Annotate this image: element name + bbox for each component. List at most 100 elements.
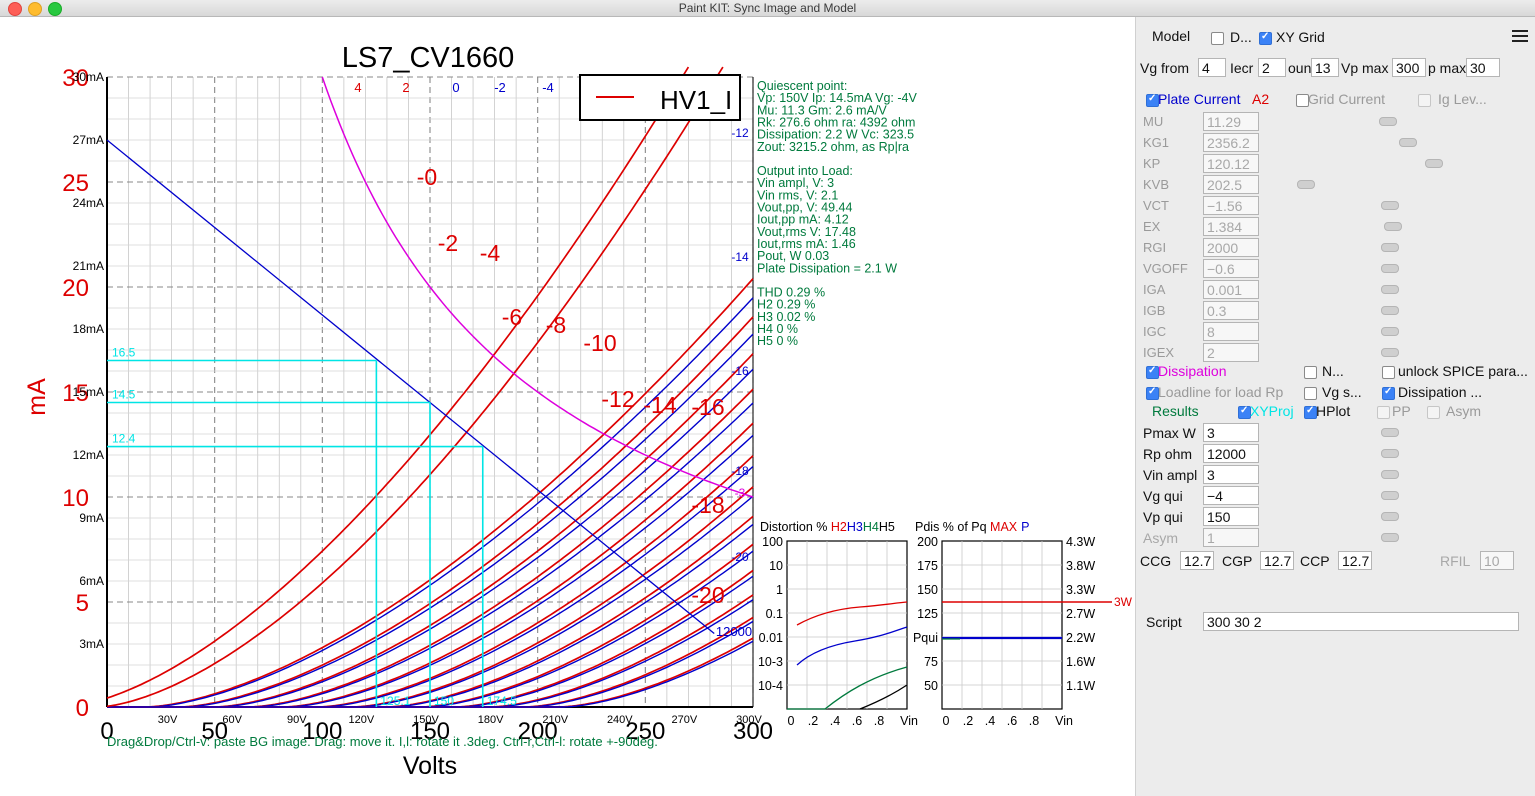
slider-thumb[interactable] xyxy=(1381,449,1399,458)
param-slider-igb[interactable] xyxy=(1264,301,1535,321)
pdis-y-tick: 125 xyxy=(917,607,938,621)
close-window-icon[interactable] xyxy=(8,2,22,16)
param-slider-kg1[interactable] xyxy=(1264,133,1535,153)
param-slider-vgoff[interactable] xyxy=(1264,259,1535,279)
load-param-slider[interactable] xyxy=(1264,486,1535,506)
load-param-field[interactable]: −4 xyxy=(1203,486,1259,505)
param-slider-iga[interactable] xyxy=(1264,280,1535,300)
param-slider-ex[interactable] xyxy=(1264,217,1535,237)
hamburger-icon[interactable] xyxy=(1510,27,1530,45)
param-field-kg1[interactable]: 2356.2 xyxy=(1203,133,1259,152)
load-param-field[interactable]: 150 xyxy=(1203,507,1259,526)
ccg-field[interactable]: 12.7 xyxy=(1180,551,1214,570)
param-label-kg1: KG1 xyxy=(1143,135,1170,150)
param-field-mu[interactable]: 11.29 xyxy=(1203,112,1259,131)
script-field[interactable]: 300 30 2 xyxy=(1203,612,1519,631)
param-field-iga[interactable]: 0.001 xyxy=(1203,280,1259,299)
slider-thumb[interactable] xyxy=(1381,201,1399,210)
load-param-label: Vp qui xyxy=(1143,509,1183,525)
load-param-field[interactable]: 3 xyxy=(1203,465,1259,484)
load-param-slider[interactable] xyxy=(1264,423,1535,443)
plot-area[interactable]: LS7_CV1660 Volts mA 0 50 100 150 200 250 300 30V 60… xyxy=(0,17,1135,796)
slider-thumb[interactable] xyxy=(1381,285,1399,294)
param-slider-mu[interactable] xyxy=(1264,112,1535,132)
loadline-checkbox[interactable] xyxy=(1146,386,1159,400)
param-field-vct[interactable]: −1.56 xyxy=(1203,196,1259,215)
dissipation-checkbox[interactable] xyxy=(1146,365,1159,379)
pp-checkbox[interactable] xyxy=(1377,406,1390,419)
red-plate-curve xyxy=(106,66,690,699)
slider-thumb[interactable] xyxy=(1381,327,1399,336)
param-slider-igc[interactable] xyxy=(1264,322,1535,342)
param-slider-kvb[interactable] xyxy=(1264,175,1535,195)
x-tick-big: 100 xyxy=(302,718,342,745)
unlock-spice-checkbox[interactable] xyxy=(1382,366,1395,379)
slider-thumb[interactable] xyxy=(1381,348,1399,357)
slider-thumb[interactable] xyxy=(1381,491,1399,500)
dissipation2-checkbox[interactable] xyxy=(1382,386,1395,400)
slider-thumb[interactable] xyxy=(1381,243,1399,252)
slider-thumb[interactable] xyxy=(1381,264,1399,273)
load-param-slider[interactable] xyxy=(1264,528,1535,548)
count-field[interactable]: 13 xyxy=(1311,58,1339,77)
d-checkbox[interactable] xyxy=(1211,32,1224,45)
param-field-igc[interactable]: 8 xyxy=(1203,322,1259,341)
pdis-y-tick: Pqui xyxy=(913,631,938,645)
slider-thumb[interactable] xyxy=(1379,117,1397,126)
load-param-slider[interactable] xyxy=(1264,507,1535,527)
slider-thumb[interactable] xyxy=(1399,138,1417,147)
unlock-spice-label: unlock SPICE para... xyxy=(1398,363,1528,379)
slider-thumb[interactable] xyxy=(1381,512,1399,521)
y-tick-big: 20 xyxy=(62,275,89,302)
slider-thumb[interactable] xyxy=(1381,533,1399,542)
results-label: Results xyxy=(1152,403,1199,419)
curve-label-red: -0 xyxy=(417,164,437,190)
slider-thumb[interactable] xyxy=(1384,222,1402,231)
slider-thumb[interactable] xyxy=(1381,306,1399,315)
param-slider-kp[interactable] xyxy=(1264,154,1535,174)
xy-grid-checkbox[interactable] xyxy=(1259,31,1272,45)
n-checkbox[interactable] xyxy=(1304,366,1317,379)
vg-s-checkbox[interactable] xyxy=(1304,387,1317,400)
load-param-field[interactable]: 12000 xyxy=(1203,444,1259,463)
ig-level-checkbox[interactable] xyxy=(1418,94,1431,107)
slider-thumb[interactable] xyxy=(1381,428,1399,437)
ccp-field[interactable]: 12.7 xyxy=(1338,551,1372,570)
param-field-kvb[interactable]: 202.5 xyxy=(1203,175,1259,194)
incr-field[interactable]: 2 xyxy=(1258,58,1286,77)
load-param-field[interactable]: 1 xyxy=(1203,528,1259,547)
param-field-igb[interactable]: 0.3 xyxy=(1203,301,1259,320)
y-tick-small: 15mA xyxy=(73,385,104,399)
rfil-field[interactable]: 10 xyxy=(1480,551,1514,570)
param-slider-rgi[interactable] xyxy=(1264,238,1535,258)
asym-checkbox[interactable] xyxy=(1427,406,1440,419)
pdis-x-tick: 0 xyxy=(943,714,950,728)
xyproj-checkbox[interactable] xyxy=(1238,405,1251,419)
slider-thumb[interactable] xyxy=(1297,180,1315,189)
grid-current-checkbox[interactable] xyxy=(1296,94,1309,107)
plate-current-checkbox[interactable] xyxy=(1146,93,1159,107)
y-tick-big: 10 xyxy=(62,485,89,512)
ip-max-field[interactable]: 30 xyxy=(1466,58,1500,77)
cgp-field[interactable]: 12.7 xyxy=(1260,551,1294,570)
vp-max-field[interactable]: 300 xyxy=(1392,58,1426,77)
zoom-window-icon[interactable] xyxy=(48,2,62,16)
load-param-slider[interactable] xyxy=(1264,444,1535,464)
param-field-kp[interactable]: 120.12 xyxy=(1203,154,1259,173)
load-param-label: Vin ampl xyxy=(1143,467,1198,483)
load-param-field[interactable]: 3 xyxy=(1203,423,1259,442)
param-slider-vct[interactable] xyxy=(1264,196,1535,216)
vg-from-field[interactable]: 4 xyxy=(1198,58,1226,77)
hplot-checkbox[interactable] xyxy=(1304,405,1317,419)
pdis-y-tick: 175 xyxy=(917,559,938,573)
param-field-vgoff[interactable]: −0.6 xyxy=(1203,259,1259,278)
minimize-window-icon[interactable] xyxy=(28,2,42,16)
param-field-ex[interactable]: 1.384 xyxy=(1203,217,1259,236)
param-field-igex[interactable]: 2 xyxy=(1203,343,1259,362)
slider-thumb[interactable] xyxy=(1381,470,1399,479)
load-param-slider[interactable] xyxy=(1264,465,1535,485)
param-field-rgi[interactable]: 2000 xyxy=(1203,238,1259,257)
slider-thumb[interactable] xyxy=(1425,159,1443,168)
param-slider-igex[interactable] xyxy=(1264,343,1535,363)
